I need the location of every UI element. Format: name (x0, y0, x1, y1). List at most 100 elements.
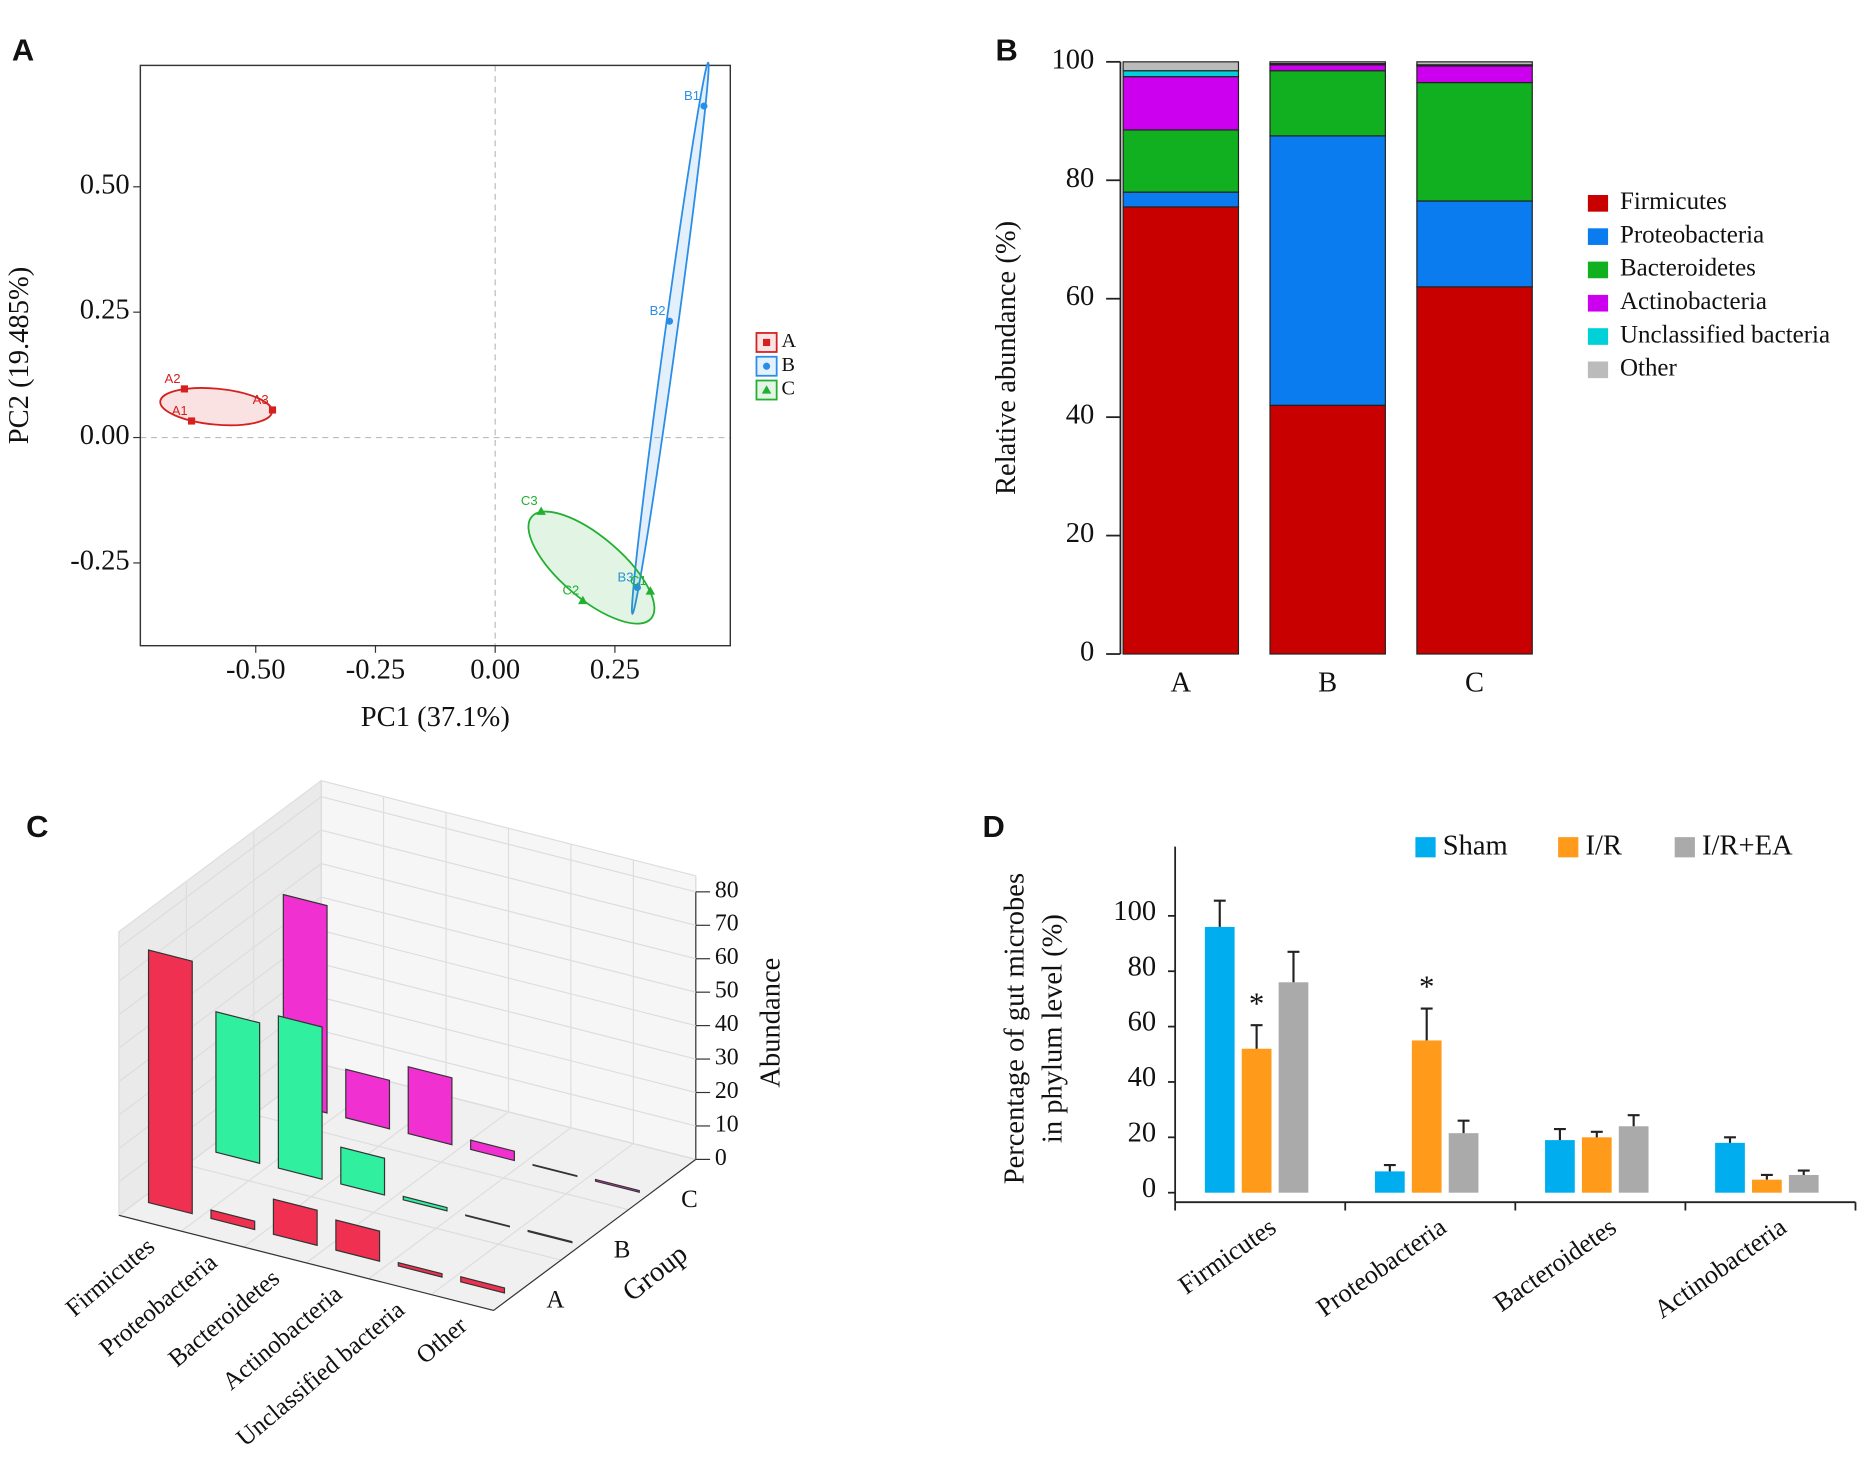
z-tick-label: 60 (715, 944, 739, 970)
y-tick-label: 60 (1066, 281, 1095, 312)
bar-segment (1416, 61, 1533, 66)
confidence-ellipse (631, 61, 710, 615)
x-tick-label: C (1465, 667, 1484, 698)
point (645, 586, 656, 595)
significance-mark: * (1419, 969, 1434, 1004)
error-bar (1213, 899, 1226, 927)
bar (1581, 1137, 1612, 1193)
bar-segment (1122, 70, 1240, 78)
z-tick-label: 20 (715, 1078, 739, 1104)
legend-label: B (781, 354, 794, 376)
point-label: C1 (630, 573, 647, 588)
x-tick-label: A (1170, 667, 1191, 698)
bar (1788, 1174, 1819, 1193)
legend-swatch (1587, 261, 1609, 279)
y-tick-label: 80 (1128, 951, 1157, 982)
bar (335, 1219, 381, 1262)
pane-grid (186, 1164, 562, 1261)
legend-label: Other (1620, 355, 1678, 382)
grid-line (320, 996, 696, 1094)
significance-mark: * (1249, 985, 1264, 1020)
bar (460, 1276, 506, 1294)
bar (147, 949, 193, 1215)
legend-swatch (1587, 195, 1609, 212)
bar-segment (1416, 286, 1533, 655)
panel-letter: A (12, 32, 34, 67)
legend-label: Actinobacteria (1620, 288, 1767, 315)
error-bar (1797, 1169, 1810, 1175)
error-bar (1590, 1130, 1603, 1138)
z-axis-label: Abundance (756, 958, 787, 1088)
y-tick-label: 80 (1066, 163, 1095, 194)
point (578, 595, 588, 605)
error-bar (1383, 1163, 1396, 1172)
bar (407, 1065, 453, 1146)
bar-segment (1122, 76, 1240, 131)
point-label: A2 (165, 371, 181, 386)
y-tick-label: -0.25 (70, 545, 129, 576)
point-label: B3 (618, 569, 634, 584)
error-bar (1287, 950, 1300, 983)
x-tick-label: -0.25 (346, 654, 405, 685)
error-bar (1250, 1024, 1263, 1049)
bar (1411, 1040, 1442, 1193)
y-axis-label: in phylum level (%) (1038, 914, 1069, 1143)
x-axis (118, 1214, 494, 1311)
y-tick-label: 100 (1113, 896, 1156, 927)
z-tick-label: 0 (715, 1145, 727, 1171)
legend-swatch (1558, 837, 1579, 858)
pane-grid (368, 1127, 572, 1280)
bar (210, 1209, 256, 1231)
bar (527, 1229, 573, 1244)
panel-letter: D (982, 809, 1004, 844)
bar (397, 1261, 443, 1278)
grid-line (320, 1030, 696, 1127)
z-tick-label: 40 (715, 1011, 739, 1037)
z-tick-label: 50 (715, 978, 739, 1004)
bar-segment (1122, 129, 1240, 193)
point (763, 362, 771, 370)
point (188, 417, 196, 425)
z-tick-label: 10 (715, 1111, 739, 1137)
group-tick-label: C (681, 1186, 698, 1213)
point (536, 506, 546, 515)
point-label: B1 (684, 88, 700, 103)
bar-segment (1416, 65, 1533, 84)
bar (345, 1068, 391, 1130)
legend-swatch (1674, 837, 1695, 858)
legend-swatch (1587, 328, 1609, 345)
point (700, 102, 708, 110)
y-tick-label: 40 (1066, 400, 1095, 431)
bar (1448, 1133, 1479, 1193)
grid-line (320, 963, 696, 1060)
legend-swatch (1587, 361, 1609, 379)
x-axis-label: PC1 (37.1%) (361, 702, 510, 733)
legend-label: Bacteroidetes (1620, 255, 1756, 282)
point (763, 338, 771, 347)
panel-letter: C (26, 809, 48, 844)
point (268, 406, 277, 414)
legend-label: A (781, 330, 796, 352)
legend-label: Unclassified bacteria (1620, 321, 1830, 348)
point (761, 385, 772, 394)
grid-line (320, 929, 696, 1027)
point (633, 583, 641, 592)
x-tick-label: 0.00 (470, 654, 520, 685)
pane-grid (430, 1143, 634, 1296)
bar-segment (1416, 81, 1533, 202)
bar (1374, 1171, 1405, 1193)
bar-segment (1122, 191, 1240, 208)
y-tick-label: 0 (1142, 1173, 1156, 1204)
point-label: C3 (521, 493, 538, 508)
grid-line (320, 796, 696, 893)
error-bar (1724, 1136, 1736, 1143)
grid-line (320, 829, 696, 926)
y-tick-label: 20 (1066, 518, 1095, 549)
legend-swatch (1587, 294, 1609, 312)
point (180, 385, 188, 393)
grid-line (320, 896, 696, 993)
y-axis-label: PC2 (19.485%) (4, 267, 35, 445)
bar (1204, 926, 1235, 1193)
bar (215, 1010, 261, 1165)
